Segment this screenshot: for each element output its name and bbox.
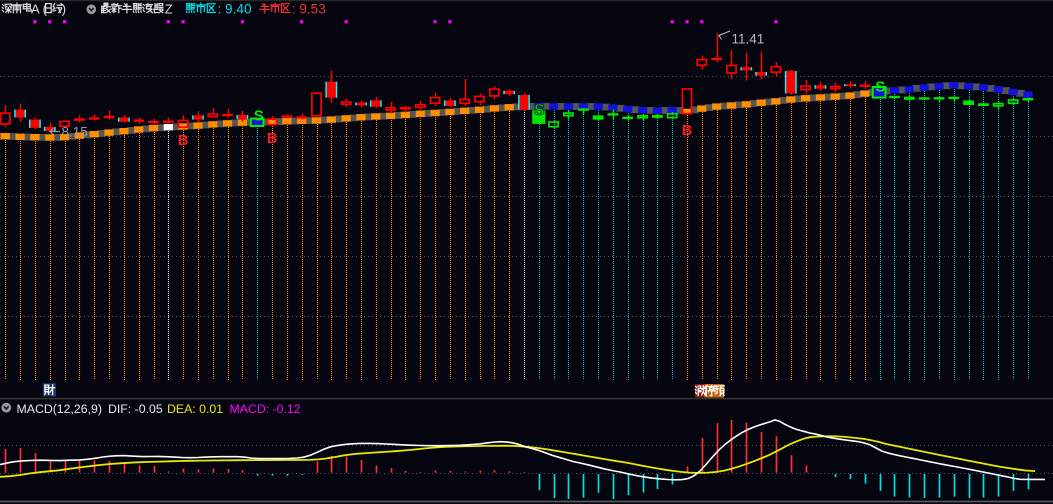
svg-text:DEA: 0.01: DEA: 0.01 <box>167 402 223 416</box>
svg-text:S: S <box>254 108 264 125</box>
svg-text:MACD(12,26,9): MACD(12,26,9) <box>17 402 102 416</box>
svg-text:MACD: -0.12: MACD: -0.12 <box>230 402 301 416</box>
svg-text:A (: A ( <box>31 2 48 17</box>
svg-text:B: B <box>178 133 188 149</box>
svg-text:: 9.53: : 9.53 <box>292 2 326 17</box>
svg-text:B: B <box>267 131 277 147</box>
svg-text:8.15: 8.15 <box>62 125 88 140</box>
svg-text:): ) <box>62 2 66 17</box>
svg-text:S: S <box>875 79 885 96</box>
svg-text:B: B <box>682 123 692 139</box>
svg-text:: 9.40: : 9.40 <box>218 2 252 17</box>
svg-text:11.41: 11.41 <box>732 32 765 47</box>
svg-text:DIF: -0.05: DIF: -0.05 <box>108 402 163 416</box>
svg-text:S: S <box>534 102 545 119</box>
svg-text:Z: Z <box>165 2 173 17</box>
